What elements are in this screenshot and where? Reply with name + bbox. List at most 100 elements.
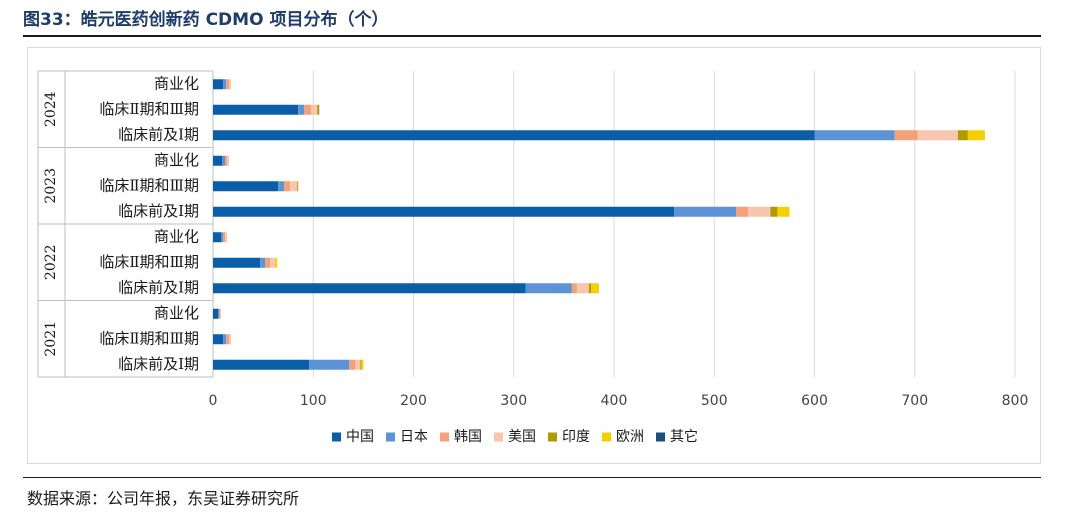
bar-segment-美国 <box>225 232 228 243</box>
figure-title: 图33：皓元医药创新药 CDMO 项目分布（个） <box>23 10 389 30</box>
category-label: 临床Ⅱ期和Ⅲ期 <box>99 176 199 194</box>
bar-segment-印度 <box>360 359 362 370</box>
bar-segment-美国 <box>220 308 222 319</box>
bar-segment-日本 <box>278 181 285 192</box>
x-tick-label: 800 <box>1002 393 1029 409</box>
bar-segment-美国 <box>311 104 318 115</box>
category-label: 商业化 <box>154 304 199 322</box>
bar-segment-韩国 <box>894 130 918 141</box>
category-label: 商业化 <box>154 151 199 169</box>
bar-segment-日本 <box>674 206 737 217</box>
bar-segment-韩国 <box>226 334 230 345</box>
bar-segment-欧洲 <box>275 257 278 268</box>
bar-segment-中国 <box>213 130 815 141</box>
category-label: 临床前及Ⅰ期 <box>118 125 199 143</box>
category-label: 临床前及Ⅰ期 <box>118 278 199 296</box>
bar-segment-韩国 <box>226 79 230 90</box>
category-label: 临床Ⅱ期和Ⅲ期 <box>99 100 199 118</box>
top-rule <box>23 35 1041 37</box>
year-label: 2021 <box>43 321 59 357</box>
bar-segment-日本 <box>223 79 227 90</box>
bar-segment-韩国 <box>219 308 221 319</box>
legend-swatch <box>386 432 395 442</box>
bar-segment-中国 <box>213 308 219 319</box>
legend-swatch <box>494 432 503 442</box>
bar-segment-美国 <box>270 257 276 268</box>
bar-segment-日本 <box>223 334 227 345</box>
bar-segment-欧洲 <box>590 283 599 294</box>
bar-segment-中国 <box>213 155 223 166</box>
bar-segment-欧洲 <box>967 130 985 141</box>
bar-segment-日本 <box>298 104 305 115</box>
x-tick-label: 600 <box>801 393 828 409</box>
bar-segment-印度 <box>317 104 320 115</box>
bar-segment-日本 <box>222 155 226 166</box>
bar-segment-韩国 <box>223 232 226 243</box>
bar-segment-中国 <box>213 334 224 345</box>
legend-swatch <box>440 432 449 442</box>
legend-label: 美国 <box>508 429 536 445</box>
x-tick-label: 200 <box>400 393 427 409</box>
bar-segment-韩国 <box>304 104 312 115</box>
x-tick-label: 0 <box>209 393 218 409</box>
bar-segment-中国 <box>213 232 222 243</box>
x-tick-label: 400 <box>601 393 628 409</box>
bar-segment-美国 <box>917 130 958 141</box>
category-label: 临床前及Ⅰ期 <box>118 202 199 220</box>
legend-swatch <box>602 432 611 442</box>
bar-segment-中国 <box>213 359 310 370</box>
bar-segment-美国 <box>290 181 298 192</box>
bar-segment-中国 <box>213 104 299 115</box>
bottom-rule <box>23 477 1041 478</box>
bar-segment-日本 <box>260 257 266 268</box>
bar-segment-日本 <box>309 359 350 370</box>
x-tick-label: 500 <box>701 393 728 409</box>
x-tick-label: 100 <box>300 393 327 409</box>
x-tick-label: 700 <box>901 393 928 409</box>
bar-segment-中国 <box>213 206 675 217</box>
bar-segment-中国 <box>213 181 279 192</box>
bar-segment-日本 <box>218 308 220 319</box>
bar-segment-印度 <box>297 181 299 192</box>
bar-segment-韩国 <box>736 206 749 217</box>
bar-segment-韩国 <box>265 257 271 268</box>
bar-segment-中国 <box>213 257 261 268</box>
category-label: 商业化 <box>154 74 199 92</box>
bar-segment-美国 <box>229 334 232 345</box>
bar-segment-日本 <box>525 283 572 294</box>
bar-segment-印度 <box>770 206 778 217</box>
bar-segment-欧洲 <box>777 206 790 217</box>
legend-label: 韩国 <box>454 429 482 445</box>
bar-segment-美国 <box>229 79 232 90</box>
legend-swatch <box>656 432 665 442</box>
bar-segment-美国 <box>355 359 361 370</box>
bar-segment-中国 <box>213 79 224 90</box>
year-label: 2023 <box>43 168 59 204</box>
legend-swatch <box>548 432 557 442</box>
legend-label: 其它 <box>670 428 698 445</box>
category-label: 临床Ⅱ期和Ⅲ期 <box>99 253 199 271</box>
category-label: 临床前及Ⅰ期 <box>118 355 199 373</box>
bar-segment-韩国 <box>349 359 356 370</box>
x-tick-label: 300 <box>500 393 527 409</box>
year-label: 2024 <box>43 91 59 127</box>
bar-segment-美国 <box>227 155 230 166</box>
bar-segment-中国 <box>213 283 526 294</box>
bar-segment-印度 <box>957 130 968 141</box>
bar-segment-日本 <box>221 232 224 243</box>
bar-segment-美国 <box>576 283 589 294</box>
legend-label: 欧洲 <box>616 429 644 445</box>
legend-label: 中国 <box>346 429 374 445</box>
bar-segment-欧洲 <box>361 359 364 370</box>
bar-segment-美国 <box>748 206 771 217</box>
category-label: 临床Ⅱ期和Ⅲ期 <box>99 329 199 347</box>
bar-segment-韩国 <box>284 181 291 192</box>
legend-swatch <box>332 432 341 442</box>
bar-segment-韩国 <box>571 283 577 294</box>
legend-label: 日本 <box>400 429 428 445</box>
category-label: 商业化 <box>154 227 199 245</box>
bar-segment-印度 <box>588 283 591 294</box>
bar-segment-韩国 <box>225 155 228 166</box>
bar-segment-日本 <box>814 130 895 141</box>
